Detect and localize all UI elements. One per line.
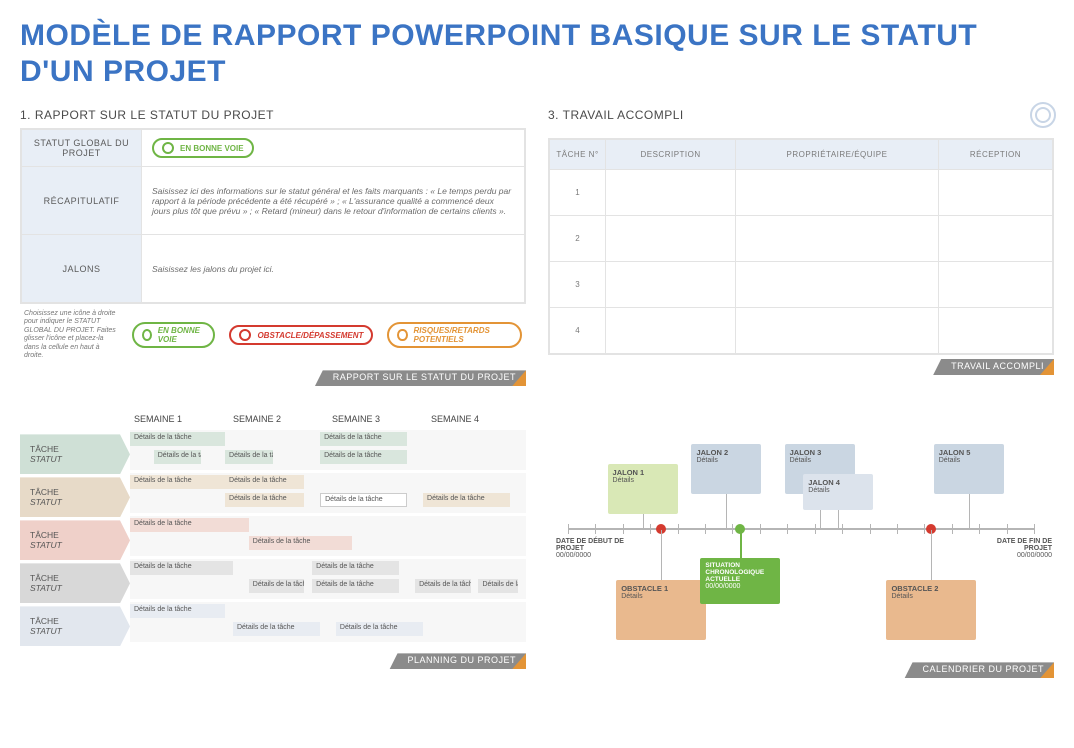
work-col: DESCRIPTION [606,140,736,170]
panel-planning: TÂCHESTATUTTÂCHESTATUTTÂCHESTATUTTÂCHEST… [20,408,526,678]
timeline-end-label: DATE DE FIN DE PROJET00/00/0000 [982,538,1052,559]
gantt-bar: Détails de la tâche [225,475,304,489]
warning-icon [397,329,407,341]
alert-icon [239,329,251,341]
gantt-bar: Détails de la tâche [130,432,225,446]
status-table: STATUT GLOBAL DU PROJET EN BONNE VOIE RÉ… [21,129,525,303]
gantt-bar: Détails de la tâche [312,561,399,575]
gantt-bar: Détails de la tâche [249,579,304,593]
page-title: MODÈLE DE RAPPORT POWERPOINT BASIQUE SUR… [20,18,1054,90]
check-icon [142,329,152,341]
panel1-heading: 1. RAPPORT SUR LE STATUT DU PROJET [20,108,526,122]
obstacle-card: OBSTACLE 1Détails [616,580,706,640]
week-header: SEMAINE 3 [328,408,427,430]
week-header: SEMAINE 4 [427,408,526,430]
gantt-row-label: TÂCHESTATUT [20,520,130,560]
gantt-bar: Détails de la tâche [233,622,320,636]
milestone-card: JALON 4Détails [803,474,873,510]
panel1-footer: RAPPORT SUR LE STATUT DU PROJET [315,370,526,386]
target-icon [1030,102,1056,128]
milestone-card: JALON 5Détails [934,444,1004,494]
gantt-bar: Détails de la tâche [130,561,233,575]
milestones-text: Saisissez les jalons du projet ici. [152,264,274,274]
gantt-row-label: TÂCHESTATUT [20,434,130,474]
panel-work-done: 3. TRAVAIL ACCOMPLI TÂCHE N°DESCRIPTIONP… [548,108,1054,386]
situation-card: SITUATION CHRONOLOGIQUE ACTUELLE00/00/00… [700,558,780,604]
gantt-bar: Détails de la tâche [312,579,399,593]
gantt-row-label: TÂCHESTATUT [20,606,130,646]
panel-calendar: DATE DE DÉBUT DE PROJET00/00/0000 DATE DE… [548,408,1054,678]
gantt-row-label: TÂCHESTATUT [20,477,130,517]
gantt-bar: Détails de la tâche [154,450,202,464]
gantt-bar: Détails de la tâche [249,536,352,550]
week-header: SEMAINE 2 [229,408,328,430]
gantt-bar: Détails de la tâche [130,604,225,618]
gantt-row: Détails de la tâche Détails de la tâche Dé… [130,473,526,513]
status-row-label: STATUT GLOBAL DU PROJET [22,130,142,167]
recap-text: Saisissez ici des informations sur le st… [152,186,511,216]
gantt-row: Détails de la tâche Détails de la tâche Dé… [130,602,526,642]
gantt-bar: Détails de la tâche [225,493,304,507]
legend-hint: Choisissez une icône à droite pour indiq… [24,310,118,360]
gantt-bar: Détails de la tâche [130,518,249,532]
gantt-bar: Détails de la tâche [320,432,407,446]
gantt-bar: Détails de la tâche [415,579,470,593]
timeline-start-label: DATE DE DÉBUT DE PROJET00/00/0000 [556,538,626,559]
status-badge-on-track: EN BONNE VOIE [152,138,254,158]
milestone-card: JALON 1Détails [608,464,678,514]
gantt-bar: Détails de la tâche [225,450,273,464]
gantt-bar: Détails de la tâche [336,622,423,636]
work-col: PROPRIÉTAIRE/ÉQUIPE [736,140,939,170]
panel3-heading: 3. TRAVAIL ACCOMPLI [548,108,1054,122]
calendar-footer: CALENDRIER DU PROJET [904,662,1054,678]
week-header: SEMAINE 1 [130,408,229,430]
recap-row-label: RÉCAPITULATIF [22,167,142,235]
table-row: 1 [550,170,1053,216]
milestones-row-label: JALONS [22,235,142,303]
table-row: 2 [550,216,1053,262]
check-icon [162,142,174,154]
gantt-bar: Détails de la tâche [423,493,510,507]
work-col: TÂCHE N° [550,140,606,170]
status-legend: Choisissez une icône à droite pour indiq… [20,304,526,366]
legend-risk: RISQUES/RETARDS POTENTIELS [387,322,522,348]
timeline-axis [568,528,1034,530]
table-row: 3 [550,262,1053,308]
legend-on-track: EN BONNE VOIE [132,322,216,348]
planning-footer: PLANNING DU PROJET [389,653,526,669]
work-col: RÉCEPTION [938,140,1052,170]
panel-status-report: 1. RAPPORT SUR LE STATUT DU PROJET STATU… [20,108,526,386]
gantt-row: Détails de la tâcheDétails de la tâche [130,516,526,556]
gantt-row: Détails de la tâcheDétails de la tâcheDé… [130,430,526,470]
gantt-row: Détails de la tâche Détails de la tâche Dé… [130,559,526,599]
gantt-bar: Détails de la tâche [478,579,518,593]
gantt-bar: Détails de la tâche [320,493,407,507]
milestone-card: JALON 2Détails [691,444,761,494]
gantt-bar: Détails de la tâche [320,450,407,464]
panel3-footer: TRAVAIL ACCOMPLI [933,359,1054,375]
obstacle-card: OBSTACLE 2Détails [886,580,976,640]
gantt-row-label: TÂCHESTATUT [20,563,130,603]
table-row: 4 [550,308,1053,354]
work-table: TÂCHE N°DESCRIPTIONPROPRIÉTAIRE/ÉQUIPERÉ… [549,139,1053,354]
legend-obstacle: OBSTACLE/DÉPASSEMENT [229,325,373,345]
